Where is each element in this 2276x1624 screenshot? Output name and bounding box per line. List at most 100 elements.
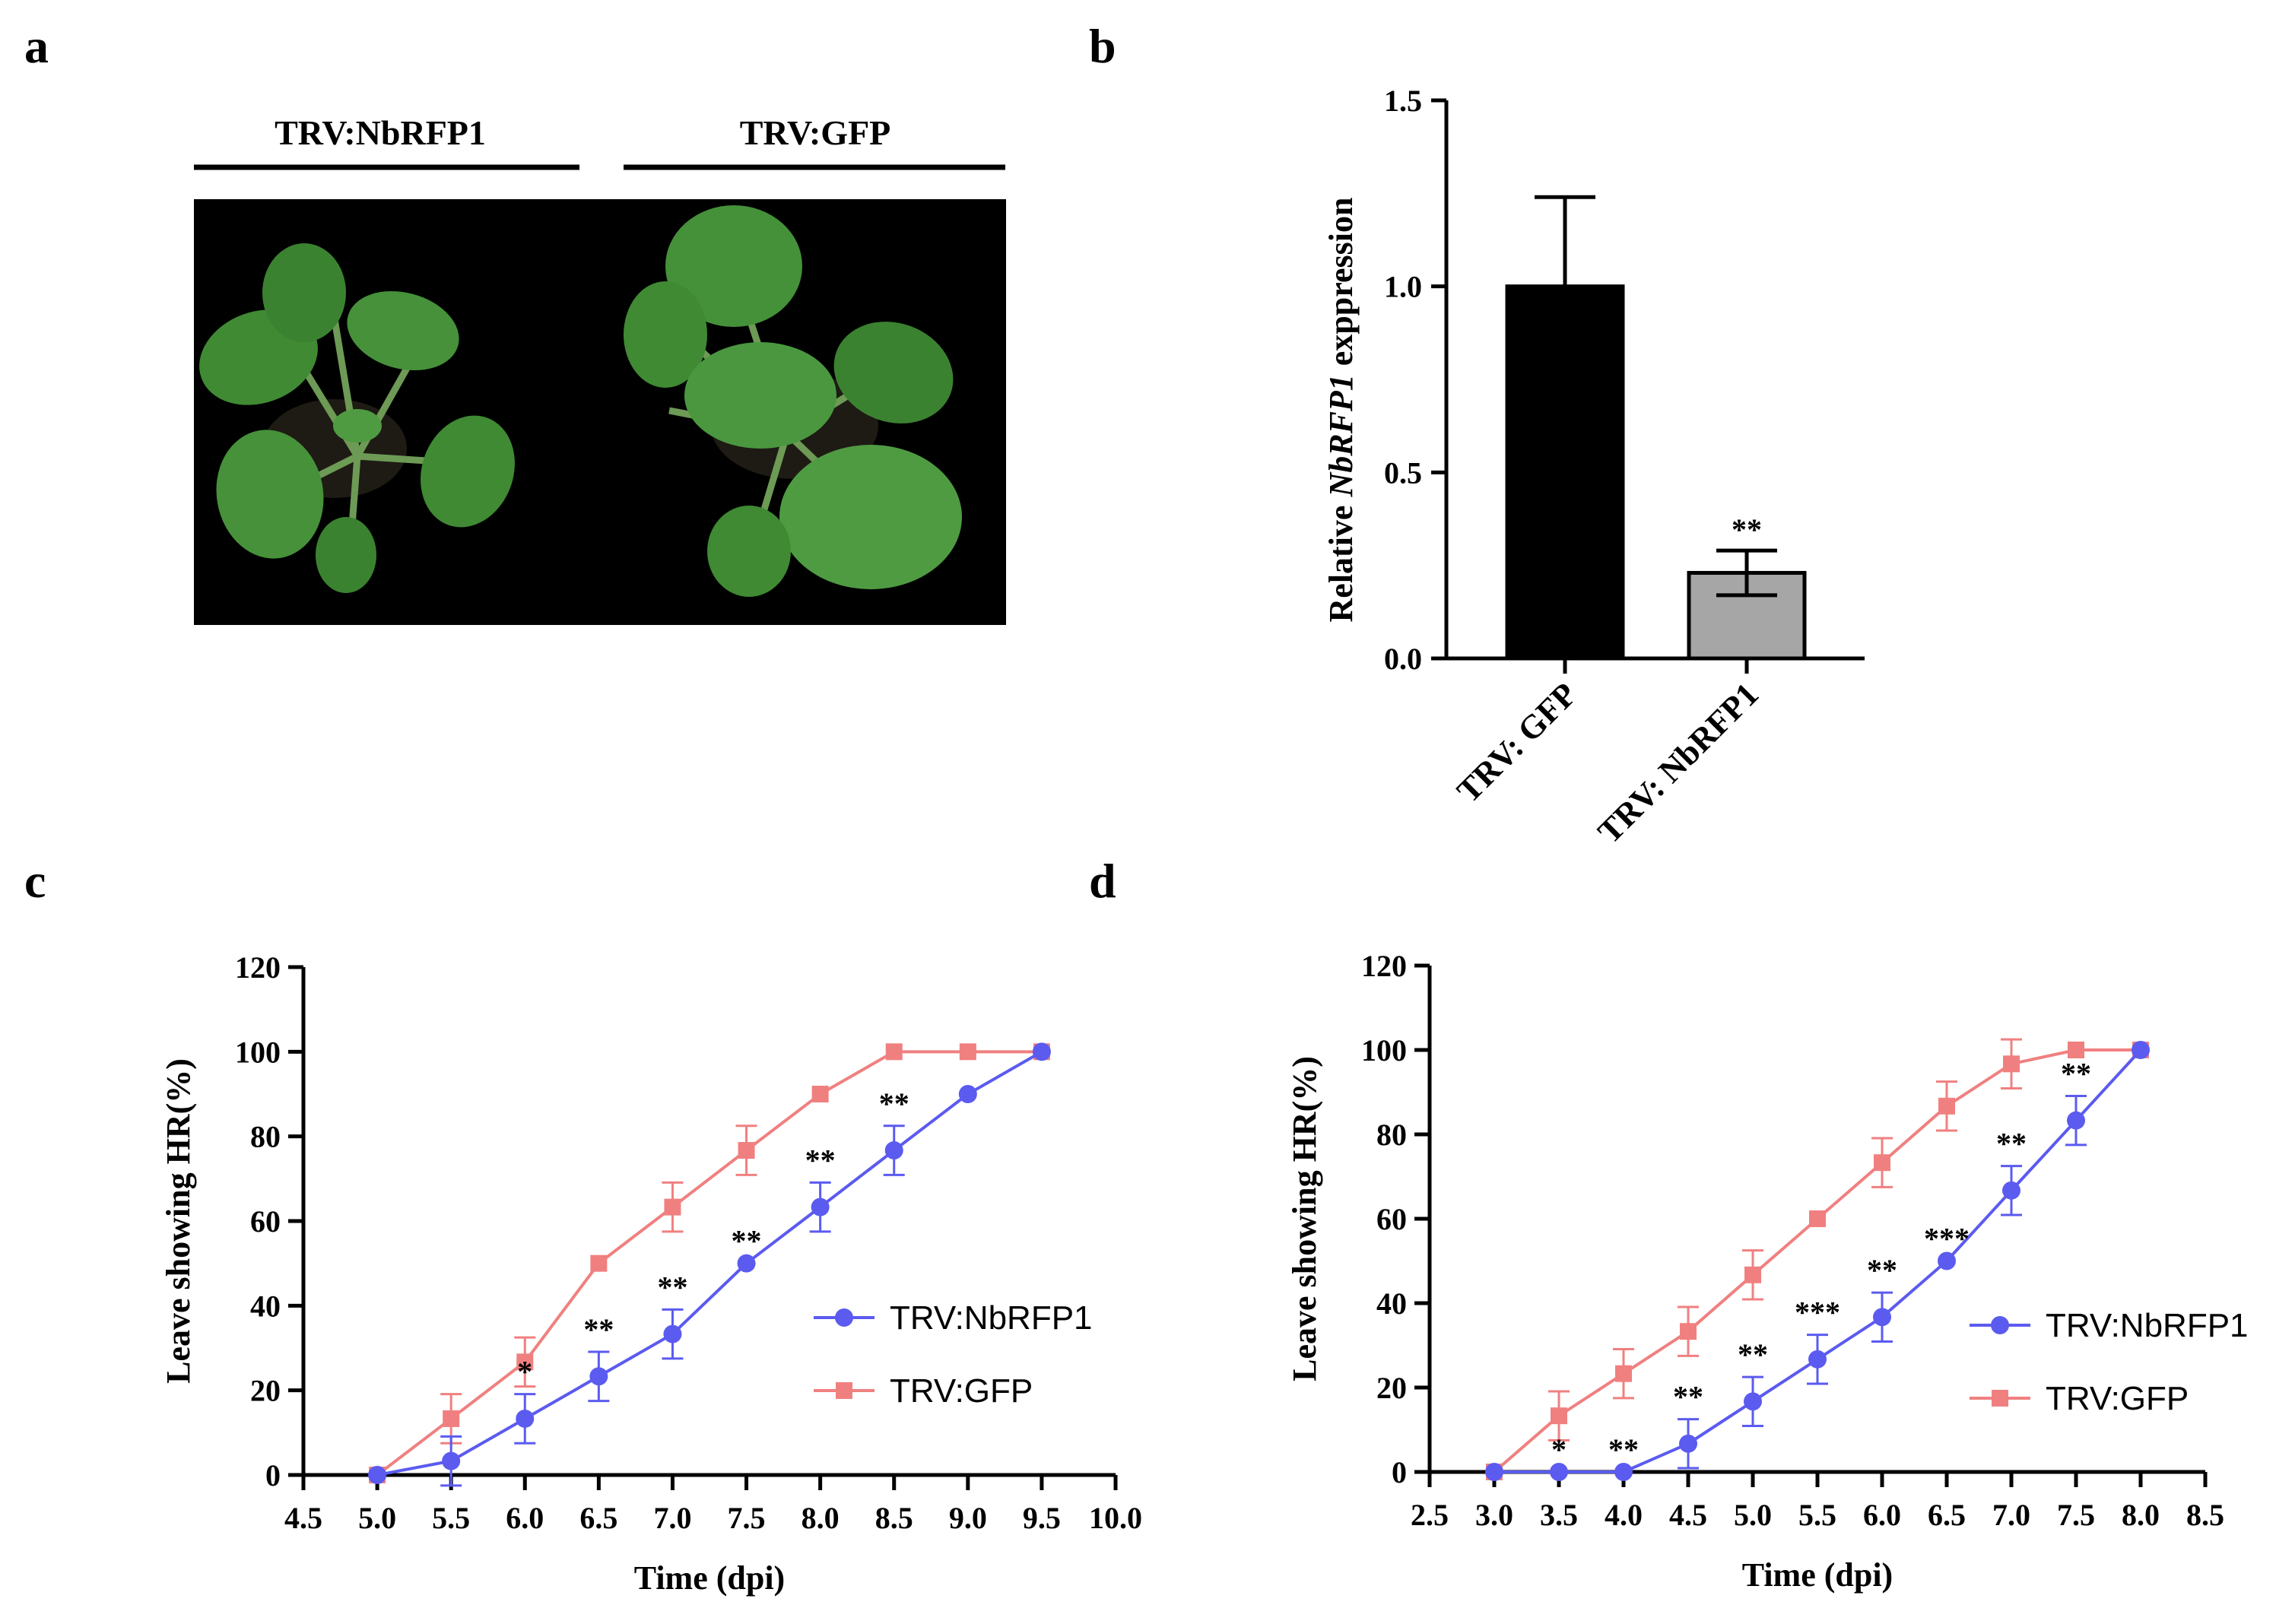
x-tick-label: 5.0 — [1734, 1498, 1772, 1532]
y-axis-title-gene: NbRFP1 — [1322, 374, 1360, 497]
y-axis-title: Relative NbRFP1 exppression — [1322, 198, 1360, 623]
x-tick-label: 4.0 — [1605, 1498, 1643, 1532]
data-point — [1614, 1463, 1633, 1481]
panel-letter-d: d — [1089, 854, 1116, 908]
y-axis-title: Leave showing HR(%) — [1286, 1056, 1323, 1381]
series-line — [376, 1050, 1042, 1477]
plant-nbrfp1 — [199, 243, 515, 593]
significance-marker: ** — [1738, 1337, 1768, 1372]
data-point — [1485, 1463, 1503, 1481]
significance-marker: ** — [879, 1086, 909, 1121]
data-point — [1873, 1308, 1891, 1327]
significance-marker: * — [1551, 1432, 1567, 1467]
x-tick-label: 5.5 — [1798, 1498, 1836, 1532]
y-axis-title-suffix: exppression — [1322, 198, 1360, 375]
x-tick-label: 6.5 — [579, 1501, 617, 1535]
y-axis-title: Leave showing HR(%) — [160, 1058, 197, 1384]
data-point — [1938, 1097, 1955, 1115]
data-point — [1809, 1210, 1826, 1227]
data-point — [2132, 1041, 2150, 1059]
significance-marker: ** — [657, 1270, 687, 1304]
panel-a: a TRV:NbRFP1 TRV:GFP — [24, 19, 1006, 625]
y-tick-label: 80 — [1376, 1118, 1407, 1152]
data-point — [1874, 1154, 1890, 1172]
data-point — [959, 1043, 976, 1061]
significance-marker: ** — [1673, 1380, 1703, 1414]
data-point — [1550, 1463, 1568, 1481]
y-tick-label: 20 — [250, 1374, 281, 1408]
data-point — [1679, 1434, 1697, 1453]
data-point — [664, 1198, 681, 1216]
significance-marker: ** — [805, 1143, 836, 1177]
data-point — [811, 1086, 829, 1102]
x-tick-label: 3.5 — [1540, 1498, 1578, 1532]
legend-label: TRV:NbRFP1 — [890, 1299, 1093, 1337]
significance-marker: *** — [1924, 1222, 1970, 1256]
data-point — [811, 1197, 830, 1216]
y-axis-title-prefix: Relative — [1322, 497, 1360, 623]
y-tick-label: 120 — [235, 950, 281, 985]
y-tick-label: 1.0 — [1384, 270, 1422, 304]
x-tick-label: 7.5 — [2057, 1498, 2095, 1532]
group-label-gfp: TRV:GFP — [740, 113, 891, 152]
legend-label: TRV:GFP — [890, 1372, 1033, 1410]
significance-marker: ** — [1996, 1127, 2027, 1161]
data-point — [1744, 1266, 1761, 1283]
y-tick-label: 20 — [1376, 1371, 1407, 1405]
x-tick-label: 5.0 — [358, 1501, 396, 1535]
panel-b: b 0.0 0.5 1.0 1.5 Relative NbRFP1 exppressio… — [1089, 19, 1865, 851]
series-line — [376, 1050, 1043, 1477]
x-tick-label: 2.5 — [1411, 1498, 1449, 1532]
bar-1 — [1505, 284, 1625, 661]
x-tick-label: 8.5 — [875, 1501, 913, 1535]
data-point — [589, 1367, 608, 1386]
significance-marker: * — [517, 1355, 532, 1389]
x-tick-label: 7.0 — [1992, 1498, 2030, 1532]
data-point — [1032, 1042, 1051, 1061]
significance-marker: ** — [1867, 1253, 1897, 1287]
significance-marker: ** — [583, 1312, 614, 1346]
data-point — [1551, 1407, 1567, 1425]
x-tick-label: 6.0 — [506, 1501, 544, 1535]
y-tick-label: 80 — [250, 1120, 281, 1154]
x-tick-label: 9.5 — [1023, 1501, 1061, 1535]
legend-marker — [836, 1382, 852, 1399]
legend: TRV:NbRFP1 TRV:GFP — [1970, 1307, 2249, 1417]
plant-photo — [194, 199, 1006, 625]
x-tick-label: 10.0 — [1089, 1501, 1142, 1535]
x-category-label: TRV: NbRFP1 — [1591, 675, 1766, 850]
y-tick-label: 40 — [1376, 1286, 1407, 1321]
x-tick-label: 7.0 — [653, 1501, 691, 1535]
data-point — [738, 1142, 755, 1159]
significance-marker: *** — [1795, 1296, 1840, 1330]
x-tick-label: 4.5 — [1669, 1498, 1707, 1532]
data-point — [443, 1410, 460, 1427]
x-tick-label: 3.0 — [1475, 1498, 1513, 1532]
data-point — [2068, 1042, 2084, 1058]
y-tick-label: 0.5 — [1384, 455, 1422, 490]
y-tick-label: 0 — [265, 1458, 281, 1492]
x-axis-title: Time (dpi) — [1742, 1556, 1893, 1594]
panel-d: d 0 20 40 60 80 100 120 2.5 3.0 3.5 4.0 4.5 5.0 5.5 6.… — [1089, 854, 2249, 1594]
series-trv-nbrfp1 — [1485, 1041, 2150, 1481]
chart-d: 0 20 40 60 80 100 120 2.5 3.0 3.5 4.0 4.5 5.0 5.5 6.0 6… — [1286, 949, 2249, 1594]
x-category-label: TRV: GFP — [1449, 675, 1584, 810]
data-point — [884, 1141, 903, 1160]
x-tick-label: 6.5 — [1928, 1498, 1966, 1532]
y-tick-label: 100 — [235, 1035, 281, 1069]
data-point — [737, 1254, 756, 1273]
series-line — [1494, 1048, 2142, 1473]
group-label-nbrfp1: TRV:NbRFP1 — [275, 113, 486, 152]
data-point — [663, 1324, 682, 1343]
data-point — [1744, 1392, 1762, 1411]
panel-letter-c: c — [24, 854, 46, 908]
chart-b: 0.0 0.5 1.0 1.5 Relative NbRFP1 exppression T… — [1322, 84, 1865, 851]
significance-marker: ** — [1732, 512, 1762, 547]
series-line — [1493, 1048, 2141, 1473]
y-tick-label: 0 — [1392, 1455, 1407, 1489]
x-tick-label: 5.5 — [432, 1501, 470, 1535]
y-tick-label: 40 — [250, 1289, 281, 1323]
y-tick-label: 60 — [1376, 1202, 1407, 1236]
y-tick-label: 60 — [250, 1204, 281, 1239]
y-tick-label: 0.0 — [1384, 642, 1422, 676]
